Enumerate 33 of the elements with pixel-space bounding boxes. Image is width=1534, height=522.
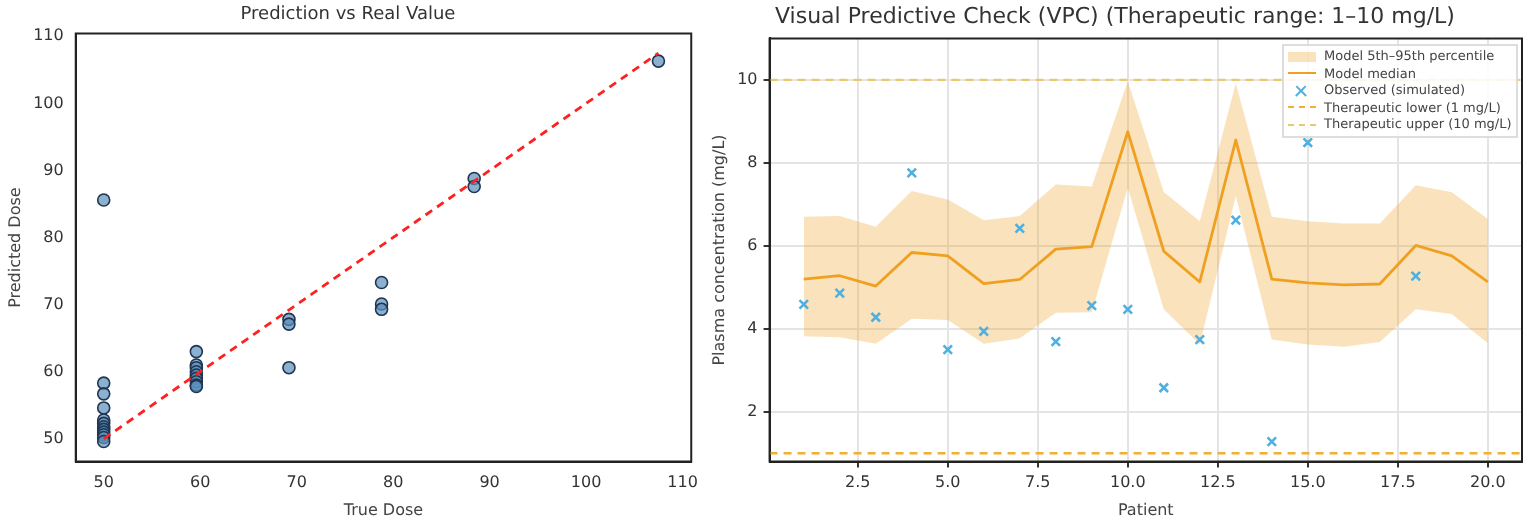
x-tick-label: 10.0 bbox=[1109, 473, 1146, 492]
x-tick-label: 20.0 bbox=[1469, 473, 1506, 492]
y-tick-label: 80 bbox=[43, 227, 64, 246]
x-tick-label: 12.5 bbox=[1199, 473, 1236, 492]
chart-title: Prediction vs Real Value bbox=[240, 5, 457, 26]
y-tick-label: 110 bbox=[33, 26, 64, 45]
x-tick-label: 100 bbox=[570, 473, 602, 492]
y-tick-label: 90 bbox=[43, 160, 64, 179]
y-tick-label: 4 bbox=[747, 318, 758, 337]
x-tick-label: 7.5 bbox=[1025, 473, 1051, 492]
x-tick-label: 5.0 bbox=[935, 473, 961, 492]
x-tick-label: 90 bbox=[479, 473, 500, 492]
x-tick-label: 60 bbox=[190, 473, 211, 492]
y-axis-title: Plasma concentration (mg/L) bbox=[709, 134, 728, 366]
y-tick-label: 8 bbox=[747, 153, 758, 172]
y-tick-label: 6 bbox=[747, 236, 758, 255]
y-tick-label: 50 bbox=[43, 428, 64, 447]
y-tick-label: 2 bbox=[747, 401, 758, 420]
x-tick-label: 2.5 bbox=[845, 473, 871, 492]
y-tick-label: 70 bbox=[43, 294, 64, 313]
x-tick-label: 110 bbox=[667, 473, 698, 492]
x-tick-label: 50 bbox=[93, 473, 114, 492]
x-axis-title: True Dose bbox=[341, 500, 424, 519]
y-tick-label: 10 bbox=[737, 70, 758, 89]
x-tick-label: 70 bbox=[286, 473, 307, 492]
y-axis-title: Predicted Dose bbox=[5, 187, 24, 308]
x-tick-label: 17.5 bbox=[1379, 473, 1416, 492]
x-tick-label: 15.0 bbox=[1289, 473, 1326, 492]
x-tick-label: 80 bbox=[382, 473, 404, 492]
x-axis-title: Patient bbox=[1117, 500, 1174, 519]
y-tick-label: 100 bbox=[33, 93, 64, 112]
chart-title: Visual Predictive Check (VPC) (Therapeutic range: 1–10 mg/L) bbox=[775, 2, 1455, 29]
y-tick-label: 60 bbox=[43, 361, 64, 380]
